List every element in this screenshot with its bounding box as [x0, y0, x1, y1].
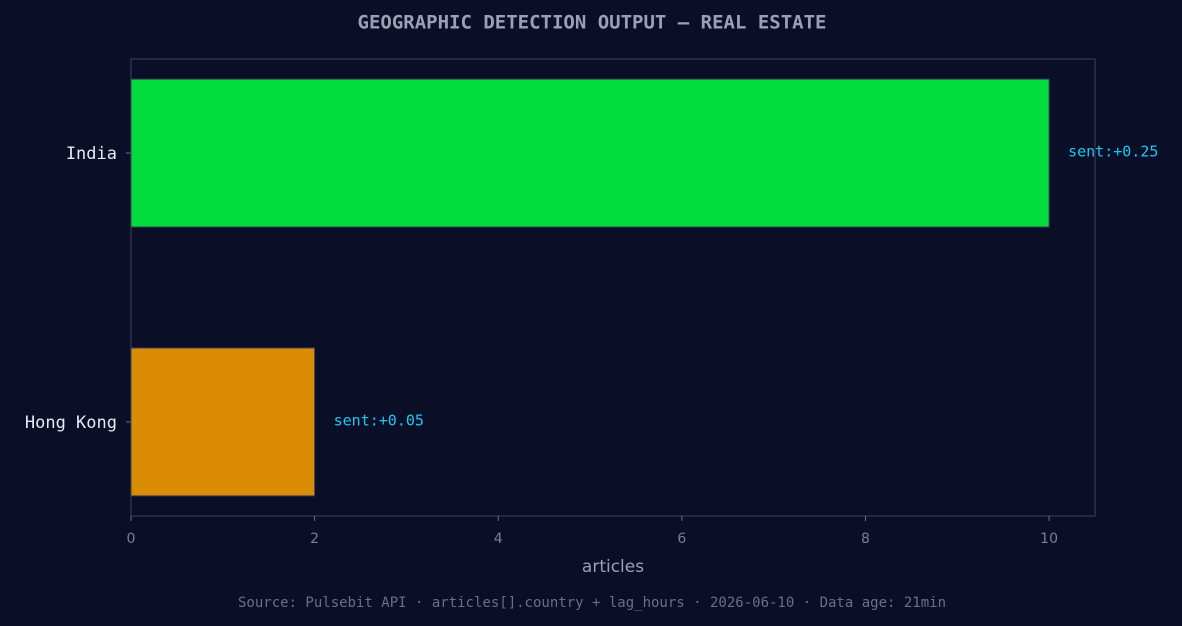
x-tick-label: 6: [677, 531, 686, 547]
y-tick-label: Hong Kong: [25, 413, 117, 433]
footer: Source: Pulsebit API · articles[].countr…: [238, 595, 946, 611]
x-tick-label: 0: [127, 531, 136, 547]
x-tick-label: 4: [494, 531, 503, 547]
bar: [130, 78, 1050, 228]
chart-title: GEOGRAPHIC DETECTION OUTPUT — REAL ESTAT…: [358, 12, 827, 34]
bar: [130, 347, 316, 497]
x-tick-label: 8: [861, 531, 870, 547]
y-tick-label: India: [66, 144, 117, 164]
x-axis-label: articles: [582, 557, 644, 577]
plot-frame: [130, 58, 1096, 517]
bar-annotation: sent:+0.05: [334, 411, 424, 429]
bar-annotation: sent:+0.25: [1068, 143, 1158, 161]
x-tick-label: 10: [1040, 531, 1058, 547]
x-tick-label: 2: [310, 531, 319, 547]
